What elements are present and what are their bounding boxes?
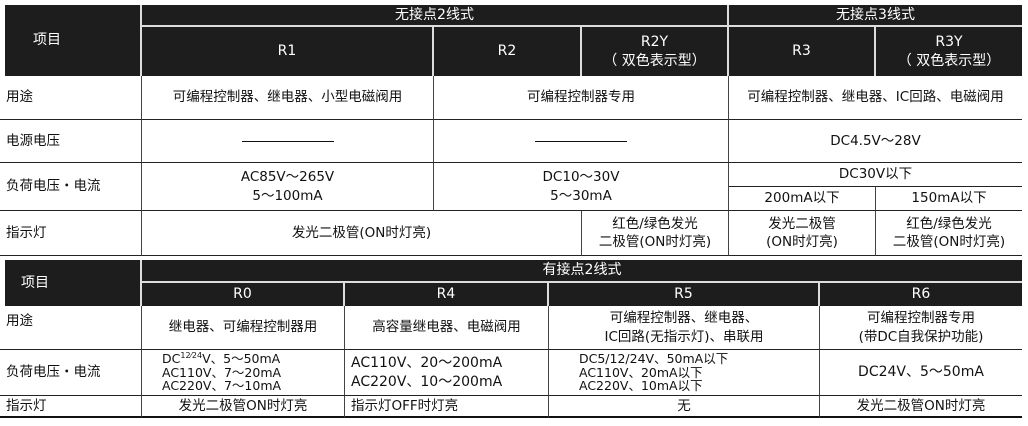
cell-usage-r0: 继电器、可编程控制器用 — [142, 306, 345, 350]
col-header-r1: R1 — [142, 27, 434, 76]
dc-prefix: DC — [162, 350, 181, 366]
row-label-indicator: 指示灯 — [0, 211, 142, 256]
col-header-r3: R3 — [729, 27, 876, 76]
cell-indicator-r3: 发光二极管 (ON时灯亮) — [729, 211, 876, 256]
item-header: 项目 — [5, 5, 142, 76]
cell-supply-r3: DC4.5V～28V — [729, 120, 1022, 163]
cell-indicator-r4: 指示灯OFF时灯亮 — [345, 396, 549, 418]
cell-load-r0: DC12⁄24V、5～50mA AC110V、7～20mA AC220V、7～1… — [142, 350, 345, 396]
col-header-r2: R2 — [434, 27, 582, 76]
dc-rest: V、5～50mA — [202, 350, 281, 366]
col-header-r6: R6 — [820, 283, 1022, 306]
col-header-r3y: R3Y （ 双色表示型） — [876, 27, 1022, 76]
cell-load-r2: DC10～30V 5～30mA — [434, 163, 729, 211]
cell-indicator-r0: 发光二极管ON时灯亮 — [142, 396, 345, 418]
cell-usage-r4: 高容量继电器、电磁阀用 — [345, 306, 549, 350]
not-applicable-dash — [535, 140, 627, 142]
not-applicable-dash — [241, 140, 334, 142]
row-label-load: 负荷电压・电流 — [0, 163, 142, 211]
group-header-2wire-contactless: 无接点2线式 — [142, 5, 729, 27]
cell-supply-r2 — [434, 120, 729, 163]
cell-load-r1: AC85V～265V 5～100mA — [142, 163, 434, 211]
row-label-usage-2: 用途 — [0, 306, 142, 350]
group-header-2wire-contact: 有接点2线式 — [142, 260, 1022, 283]
col-header-r5: R5 — [549, 283, 820, 306]
row-label-load-2: 负荷电压・电流 — [0, 350, 142, 396]
dc-voltage-fraction: 12⁄24 — [180, 350, 203, 360]
col-header-r0: R0 — [142, 283, 345, 306]
load-r0-ac-lines: AC110V、7～20mA AC220V、7～10mA — [162, 364, 282, 394]
cell-load-r5: DC5/12/24V、50mA以下 AC110V、20mA以下 AC220V、1… — [549, 350, 820, 396]
row-label-usage: 用途 — [0, 76, 142, 120]
cell-indicator-r3y: 红色/绿色发光 二极管(ON时灯亮) — [876, 211, 1022, 256]
cell-usage-r3: 可编程控制器、继电器、IC回路、电磁阀用 — [729, 76, 1022, 120]
group-header-3wire-contactless: 无接点3线式 — [729, 5, 1022, 27]
cell-load-r6: DC24V、5～50mA — [820, 350, 1022, 396]
cell-load-r3: 200mA以下 — [729, 187, 876, 211]
cell-indicator-r5: 无 — [549, 396, 820, 418]
cell-indicator-r6: 发光二极管ON时灯亮 — [820, 396, 1022, 418]
cell-usage-r1: 可编程控制器、继电器、小型电磁阀用 — [142, 76, 434, 120]
cell-indicator-r2y: 红色/绿色发光 二极管(ON时灯亮) — [582, 211, 729, 256]
col-header-r2y: R2Y （ 双色表示型） — [582, 27, 729, 76]
cell-usage-r5: 可编程控制器、继电器、 IC回路(无指示灯)、串联用 — [549, 306, 820, 350]
cell-usage-r2: 可编程控制器专用 — [434, 76, 729, 120]
cell-load-r4: AC110V、20～200mA AC220V、10～200mA — [345, 350, 549, 396]
cell-load-r3-voltage: DC30V以下 — [729, 163, 1022, 187]
item-header-2: 项目 — [5, 260, 142, 306]
row-label-indicator-2: 指示灯 — [0, 396, 142, 418]
cell-usage-r6: 可编程控制器专用 (带DC自我保护功能) — [820, 306, 1022, 350]
col-header-r4: R4 — [345, 283, 549, 306]
cell-load-r3y: 150mA以下 — [876, 187, 1022, 211]
load-r0-dc-line: DC12⁄24V、5～50mA — [162, 350, 281, 366]
cell-indicator-r1-r2: 发光二极管(ON时灯亮) — [142, 211, 582, 256]
cell-supply-r1 — [142, 120, 434, 163]
row-label-supply-voltage: 电源电压 — [0, 120, 142, 163]
